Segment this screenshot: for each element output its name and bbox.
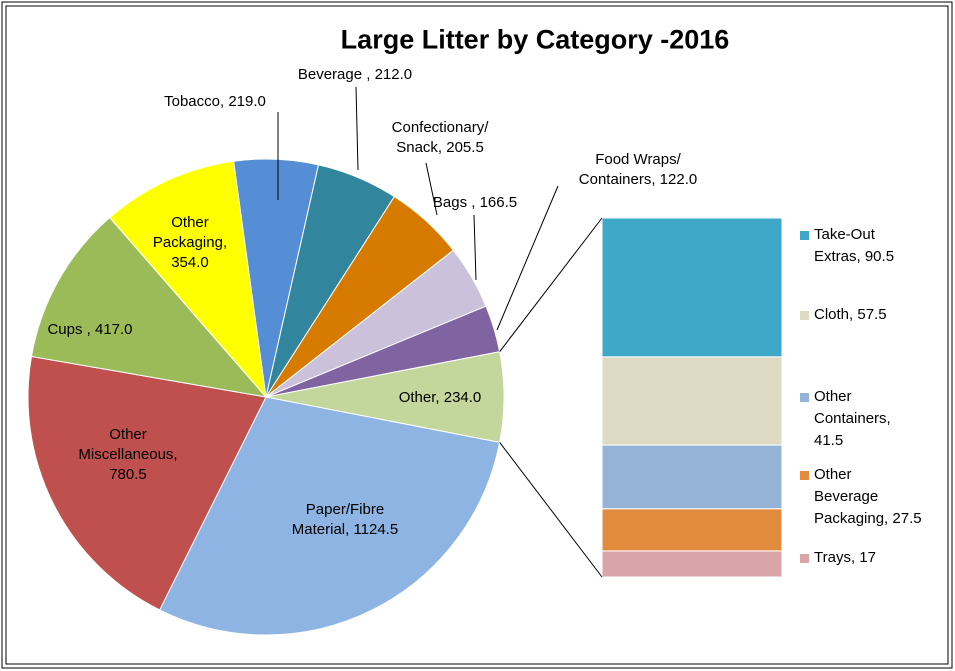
legend-marker [800, 393, 809, 402]
slice-label: Paper/Fibre Material, 1124.5 [291, 501, 399, 538]
pie-slice [30, 216, 268, 398]
pie-slice [158, 396, 501, 636]
bar-segment [601, 550, 783, 578]
legend-marker [800, 311, 809, 320]
pie-slice [27, 355, 267, 611]
bar-segment [601, 217, 783, 358]
connector-line [499, 442, 603, 578]
slice-label: Cups , 417.0 [47, 321, 133, 338]
slice-label: Beverage , 212.0 [297, 66, 413, 83]
leader-line [473, 214, 477, 281]
connector-line [499, 217, 603, 352]
legend-label: Other Containers, 41.5 [814, 388, 891, 449]
legend-label: Other Beverage Packaging, 27.5 [814, 466, 922, 527]
bar-segment [601, 508, 783, 552]
bar-segment [601, 444, 783, 510]
slice-label: Other Miscellaneous, 780.5 [78, 426, 178, 483]
bar-segment [601, 356, 783, 446]
leader-line [355, 86, 359, 171]
chart-title: Large Litter by Category -2016 [340, 24, 730, 55]
leader-line [496, 185, 559, 331]
legend-label: Trays, 17 [814, 549, 876, 566]
slice-label: Tobacco, 219.0 [164, 93, 266, 110]
slice-label: Bags , 166.5 [432, 194, 518, 211]
legend-marker [800, 554, 809, 563]
legend-label: Cloth, 57.5 [814, 306, 887, 323]
slice-label: Confectionary/ Snack, 205.5 [391, 119, 489, 156]
frame [5, 5, 949, 665]
legend-marker [800, 231, 809, 240]
slice-label: Other Packaging, 354.0 [152, 214, 228, 271]
legend-label: Take-Out Extras, 90.5 [814, 226, 895, 265]
slice-label: Food Wraps/ Containers, 122.0 [578, 151, 698, 188]
pie-slice [109, 160, 267, 399]
slice-label: Other, 234.0 [398, 389, 482, 406]
legend-marker [800, 471, 809, 480]
leader-line [425, 162, 438, 216]
